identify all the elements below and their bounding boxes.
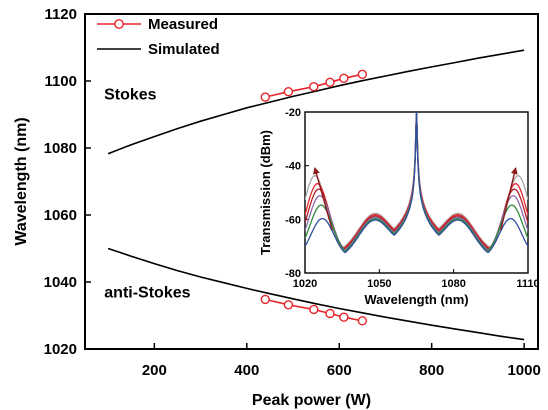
- y-tick-label: 1060: [44, 207, 77, 224]
- measured-point: [309, 81, 319, 92]
- measured-point: [339, 312, 349, 322]
- x-tick-label: 800: [419, 362, 444, 379]
- x-tick-label: 400: [234, 362, 259, 379]
- plot-frame: [84, 13, 539, 350]
- inset-y-tick-label: -80: [285, 268, 301, 280]
- y-tick-label: 1040: [44, 274, 77, 291]
- inset-x-tick-label: 1050: [367, 278, 391, 290]
- inset-x-axis-label: Wavelength (nm): [364, 292, 468, 307]
- inset-spectra: [305, 112, 528, 254]
- measured-point: [325, 77, 335, 88]
- inset-y-tick-label: -40: [285, 161, 301, 173]
- shift-arrow: [313, 167, 333, 231]
- measured-point: [283, 87, 294, 97]
- measured-point: [357, 69, 368, 80]
- inset-plot: 1020 1050 1080 1110 -80 -60 -40 -20 Wavelength (…: [258, 107, 540, 307]
- inset-y-axis-label: Transmission (dBm): [258, 130, 273, 255]
- measured-point: [283, 300, 294, 310]
- spectrum-line: [305, 112, 528, 252]
- branch-annotation: anti-Stokes: [104, 285, 190, 302]
- inset-x-tick-label: 1080: [441, 278, 465, 290]
- y-tick-label: 1020: [44, 341, 77, 358]
- x-tick-label: 1000: [507, 362, 540, 379]
- simulated-line-anti-Stokes: [107, 247, 525, 341]
- inset-frame: [304, 111, 529, 274]
- inset-y-tick-label: -60: [285, 214, 301, 226]
- measured-point: [339, 73, 349, 84]
- x-tick-label: 200: [142, 362, 167, 379]
- simulated-line-Stokes: [107, 49, 525, 155]
- measured-point: [260, 92, 270, 102]
- measured-point: [309, 304, 319, 315]
- legend-label: Simulated: [148, 41, 220, 58]
- x-axis-label: Peak power (W): [252, 392, 371, 409]
- inset-x-tick-label: 1020: [293, 278, 317, 290]
- measured-point: [325, 308, 335, 319]
- main-plot: 200 400 600 800 1000 1020 1040 1060 1080 1100 1120…: [13, 6, 541, 409]
- x-tick-label: 600: [327, 362, 352, 379]
- shift-arrow: [500, 166, 518, 231]
- branch-annotation: Stokes: [104, 86, 157, 103]
- y-tick-label: 1100: [44, 73, 77, 90]
- inset-y-tick-label: -20: [285, 107, 301, 119]
- y-tick-label: 1080: [44, 140, 77, 157]
- measured-point: [260, 294, 270, 305]
- legend-label: Measured: [148, 16, 218, 33]
- spectrum-line: [305, 112, 528, 254]
- y-tick-label: 1120: [44, 6, 77, 23]
- inset-x-tick-label: 1110: [516, 278, 539, 290]
- measured-point: [357, 316, 368, 326]
- y-axis-label: Wavelength (nm): [13, 117, 30, 245]
- legend-marker: [114, 19, 124, 29]
